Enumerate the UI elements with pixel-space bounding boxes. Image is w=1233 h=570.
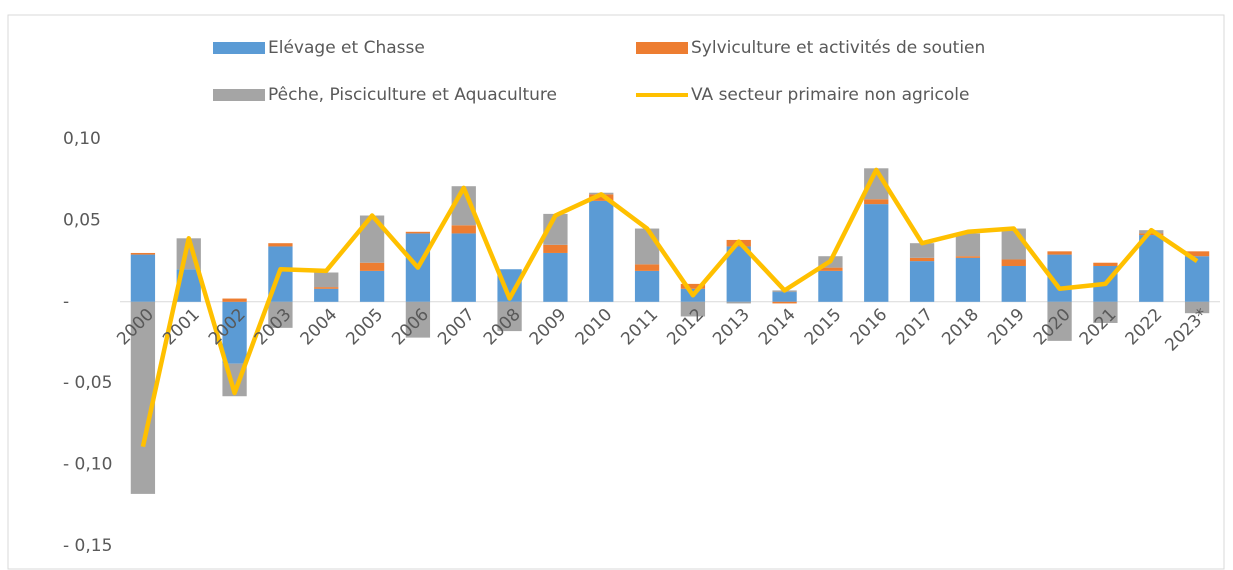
bar [589, 200, 614, 302]
bar [222, 298, 247, 302]
bar [451, 225, 476, 234]
bar [1139, 233, 1164, 236]
bar [680, 301, 706, 317]
legend-label: VA secteur primaire non agricole [691, 85, 969, 105]
y-tick-label: 0,05 [63, 210, 101, 230]
bar [955, 256, 981, 258]
bar [955, 233, 981, 257]
bar [726, 301, 751, 304]
bar [634, 228, 660, 265]
legend-label: Elévage et Chasse [268, 38, 425, 58]
bar [864, 204, 889, 302]
bar [1139, 235, 1164, 302]
bar [130, 252, 156, 255]
bar [222, 301, 247, 364]
bar [405, 231, 431, 234]
bar [909, 261, 935, 302]
bar [314, 287, 339, 289]
bar [1184, 256, 1210, 302]
bar [451, 233, 476, 302]
bar [772, 301, 797, 304]
bar [1093, 301, 1118, 323]
legend-swatch [636, 42, 688, 54]
bar [1001, 265, 1026, 302]
bar [359, 270, 385, 302]
bar [314, 288, 339, 302]
y-tick-label: - 0,05 [63, 373, 112, 393]
bar [909, 257, 935, 262]
bar [130, 254, 156, 302]
bar [405, 301, 431, 338]
bar [1001, 259, 1026, 266]
bar [589, 194, 614, 201]
y-tick-label: - 0,15 [63, 536, 112, 556]
y-tick-label: - 0,10 [63, 455, 112, 475]
bar [1184, 301, 1210, 314]
bar [634, 264, 660, 271]
bar [359, 262, 385, 271]
bar [543, 252, 568, 302]
bar [497, 301, 522, 332]
bar [955, 257, 981, 302]
bar [634, 270, 660, 302]
bar [909, 243, 935, 258]
line [140, 167, 1199, 448]
bar [818, 267, 843, 271]
y-tick-label: - [63, 292, 69, 312]
legend-label: Pêche, Pisciculture et Aquaculture [268, 85, 557, 105]
bar [1047, 301, 1072, 341]
bar [680, 283, 706, 289]
bar [1047, 251, 1072, 255]
bar [1001, 228, 1026, 260]
bar [818, 270, 843, 302]
bar [864, 199, 889, 205]
bar [130, 301, 156, 494]
y-tick-label: 0,10 [63, 129, 101, 149]
bar [772, 292, 797, 302]
bar [268, 243, 293, 247]
bar [314, 272, 339, 288]
bar [268, 301, 293, 328]
bar [726, 246, 751, 302]
bar [1184, 251, 1210, 257]
legend-label: Sylviculture et activités de soutien [691, 38, 985, 58]
legend-swatch [213, 89, 265, 101]
legend-swatch [213, 42, 265, 54]
bar [1093, 262, 1118, 266]
bar [543, 244, 568, 253]
